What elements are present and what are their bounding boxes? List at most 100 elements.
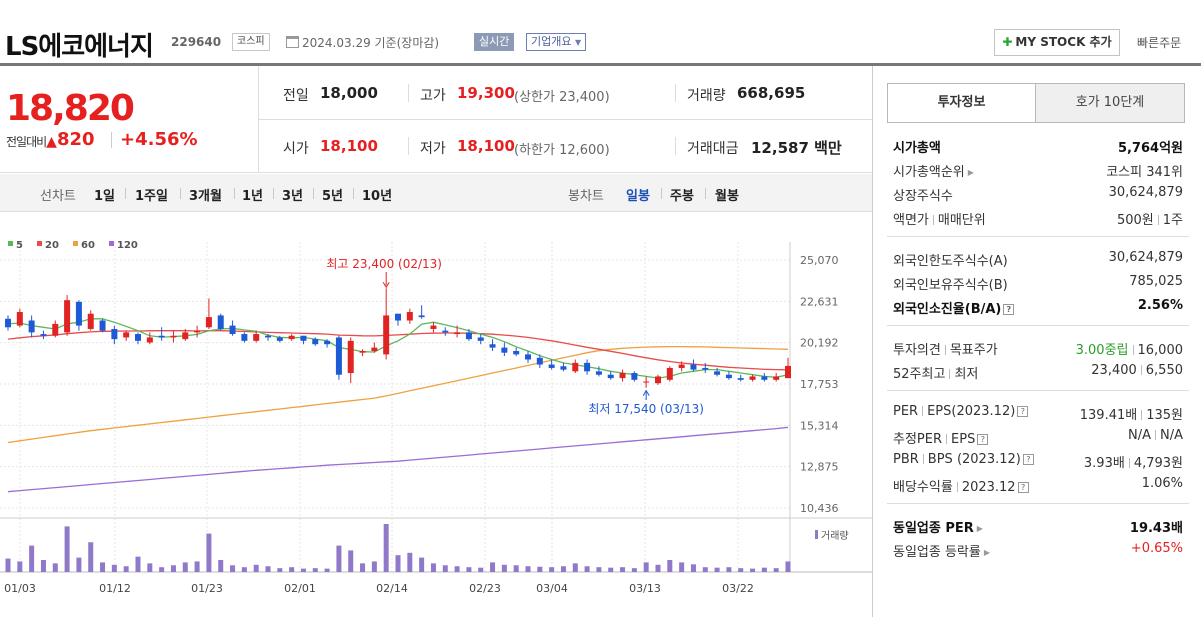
y-tick-label: 15,314 — [800, 419, 839, 432]
open-value: 18,100 — [320, 137, 378, 155]
help-icon[interactable]: ? — [1003, 304, 1015, 315]
tab-1day[interactable]: 1일 — [94, 189, 116, 204]
volume-bar — [383, 524, 389, 572]
tab-3month[interactable]: 3개월 — [189, 189, 222, 204]
divider — [944, 345, 946, 355]
divider — [1141, 410, 1143, 420]
foreign-ratio-row: 외국인소진율(B/A)? 2.56% — [887, 295, 1189, 319]
volume-bar — [123, 566, 129, 572]
volume-bar — [29, 545, 35, 572]
divider — [887, 122, 1185, 123]
eps-value: 135원 — [1146, 408, 1183, 423]
foreign-ratio-value: 2.56% — [1137, 298, 1183, 313]
candle-body — [560, 366, 567, 370]
foreign-limit-value: 30,624,879 — [1108, 250, 1183, 265]
legend-label: 60 — [81, 240, 95, 251]
open-label: 시가 — [283, 141, 309, 157]
tab-5year[interactable]: 5년 — [322, 189, 344, 204]
candle-body — [359, 351, 366, 353]
help-icon[interactable]: ? — [1017, 406, 1029, 417]
volume-bar — [750, 568, 756, 572]
volume-bar — [407, 552, 413, 572]
legend-swatch — [37, 241, 42, 246]
volume-bar — [336, 545, 342, 572]
candle-body — [749, 376, 756, 380]
legend-swatch — [109, 241, 114, 246]
est-eps-value: N/A — [1160, 428, 1183, 443]
volume-legend-swatch — [815, 530, 818, 539]
divider — [1128, 458, 1130, 468]
quick-order-button[interactable]: 빠른주문 — [1137, 34, 1181, 51]
high-value: 19,300 — [457, 84, 515, 102]
dividend-period: 2023.12 — [961, 480, 1016, 495]
trade-amount-value: 12,587 백만 — [751, 137, 842, 158]
help-icon[interactable]: ? — [977, 434, 989, 445]
volume-bar — [738, 568, 744, 572]
dividend-label: 배당수익률 — [893, 480, 953, 495]
candle-body — [584, 362, 591, 372]
change-label-wrap: 전일대비▲ — [6, 133, 57, 150]
candle-body — [714, 371, 721, 375]
volume-bar — [679, 562, 685, 572]
volume-bar — [478, 567, 484, 572]
tab-1year[interactable]: 1년 — [242, 189, 264, 204]
divider — [675, 137, 676, 155]
high-arrow-head — [382, 282, 390, 289]
candle-body — [5, 318, 11, 328]
est-per-label: 추정PER — [893, 432, 943, 447]
volume-bar — [277, 568, 283, 572]
y-tick-label: 10,436 — [800, 502, 839, 515]
volume-bar — [218, 560, 224, 572]
volume-bar — [289, 567, 295, 572]
chevron-right-icon: ▶ — [967, 168, 974, 177]
divider — [1155, 430, 1156, 440]
market-cap-rank-row[interactable]: 시가총액순위 ▶ 코스피 341위 — [887, 158, 1189, 182]
volume-bar — [159, 567, 165, 572]
volume-bar — [241, 567, 247, 572]
bps-label: BPS (2023.12) — [927, 452, 1021, 467]
volume-bar — [490, 562, 496, 572]
tab-1week[interactable]: 1주일 — [135, 189, 168, 204]
prev-close-value: 18,000 — [320, 84, 378, 102]
help-icon[interactable]: ? — [1017, 482, 1029, 493]
foreign-holding-value: 785,025 — [1129, 274, 1183, 289]
help-icon[interactable]: ? — [1022, 454, 1034, 465]
candle-body — [135, 334, 141, 341]
candle-body — [406, 312, 413, 321]
volume-bar — [17, 561, 23, 572]
volume-bar — [702, 567, 708, 572]
x-tick-label: 02/14 — [376, 582, 408, 595]
company-overview-label: 기업개요 — [531, 35, 572, 48]
industry-change-row[interactable]: 동일업종 등락률 ▶ +0.65% — [887, 538, 1189, 562]
candle-body — [725, 374, 732, 379]
tab-weekly-candle[interactable]: 주봉 — [670, 189, 694, 204]
industry-per-row[interactable]: 동일업종 PER ▶ 19.43배 — [887, 514, 1189, 538]
realtime-button[interactable]: 실시간 — [474, 33, 515, 51]
candle-body — [536, 357, 543, 365]
tab-3year[interactable]: 3년 — [282, 189, 304, 204]
tab-orderbook-10[interactable]: 호가 10단계 — [1035, 83, 1185, 123]
divider — [922, 454, 924, 464]
tab-investment-info[interactable]: 투자정보 — [887, 83, 1036, 123]
tab-monthly-candle[interactable]: 월봉 — [715, 189, 739, 204]
volume-bar — [620, 567, 626, 572]
candle-body — [666, 367, 673, 380]
tab-10year[interactable]: 10년 — [362, 189, 393, 204]
candlestick-chart-svg[interactable]: 25,070 22,631 20,192 17,753 15,314 12,875 10,4… — [0, 212, 872, 617]
volume-bar — [773, 568, 779, 572]
volume-bar — [525, 566, 531, 572]
tab-daily-candle[interactable]: 일봉 — [626, 189, 650, 204]
volume-bar — [643, 562, 649, 572]
volume-label: 거래량 — [687, 88, 726, 104]
my-stock-add-button[interactable]: ✚ MY STOCK 추가 — [994, 29, 1120, 56]
volume-bar — [454, 566, 460, 572]
dividend-row: 배당수익률 2023.12? 1.06% — [887, 473, 1189, 497]
stock-chart[interactable]: 25,070 22,631 20,192 17,753 15,314 12,875 10,4… — [0, 212, 872, 617]
y-tick-label: 20,192 — [800, 337, 839, 350]
per-label: PER — [893, 404, 919, 419]
chevron-right-icon: ▶ — [983, 548, 991, 557]
candle-body — [87, 313, 94, 329]
company-overview-dropdown[interactable]: 기업개요 ▼ — [526, 33, 587, 51]
candle-body — [123, 332, 130, 338]
volume-bar — [667, 560, 673, 572]
